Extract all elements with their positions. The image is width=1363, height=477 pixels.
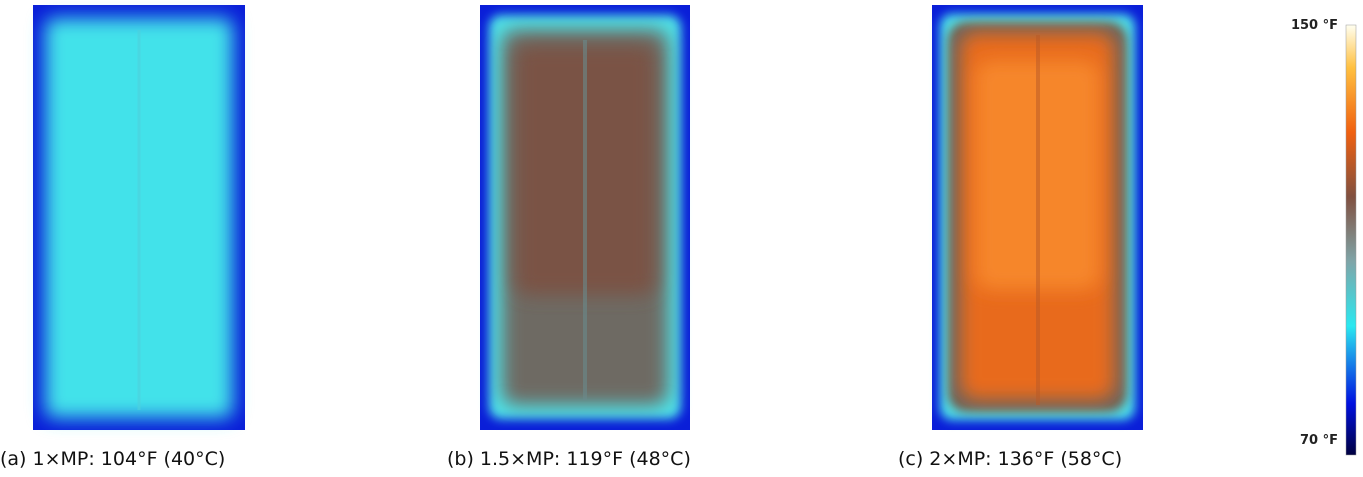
caption: (c) 2×MP: 136°F (58°C) bbox=[898, 448, 1122, 470]
thermal-image-a bbox=[33, 5, 245, 430]
colorbar bbox=[1345, 24, 1357, 456]
colorbar-min-label: 70 °F bbox=[1300, 433, 1338, 448]
thermal-image-b bbox=[480, 5, 690, 430]
thermal-image-c bbox=[932, 5, 1143, 430]
caption: (a) 1×MP: 104°F (40°C) bbox=[0, 448, 225, 470]
colorbar-max-label: 150 °F bbox=[1291, 18, 1338, 33]
caption: (b) 1.5×MP: 119°F (48°C) bbox=[447, 448, 691, 470]
